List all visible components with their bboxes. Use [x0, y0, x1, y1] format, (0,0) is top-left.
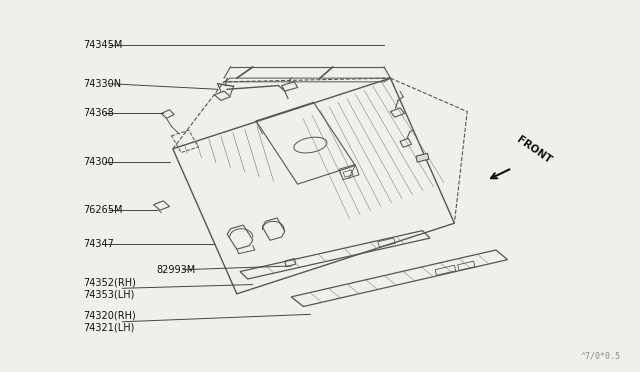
Text: 74347: 74347	[83, 239, 114, 248]
Text: FRONT: FRONT	[515, 134, 554, 166]
Text: 74368: 74368	[83, 109, 114, 118]
Text: 74352(RH)
74353(LH): 74352(RH) 74353(LH)	[83, 277, 136, 299]
Text: 74320(RH)
74321(LH): 74320(RH) 74321(LH)	[83, 311, 136, 333]
Text: 76265M: 76265M	[83, 205, 123, 215]
Text: 82993M: 82993M	[157, 265, 196, 275]
Text: 74300: 74300	[83, 157, 114, 167]
Polygon shape	[416, 153, 429, 162]
Text: ^7/0*0.5: ^7/0*0.5	[581, 352, 621, 361]
Text: 74330N: 74330N	[83, 79, 122, 89]
Text: 74345M: 74345M	[83, 40, 123, 49]
